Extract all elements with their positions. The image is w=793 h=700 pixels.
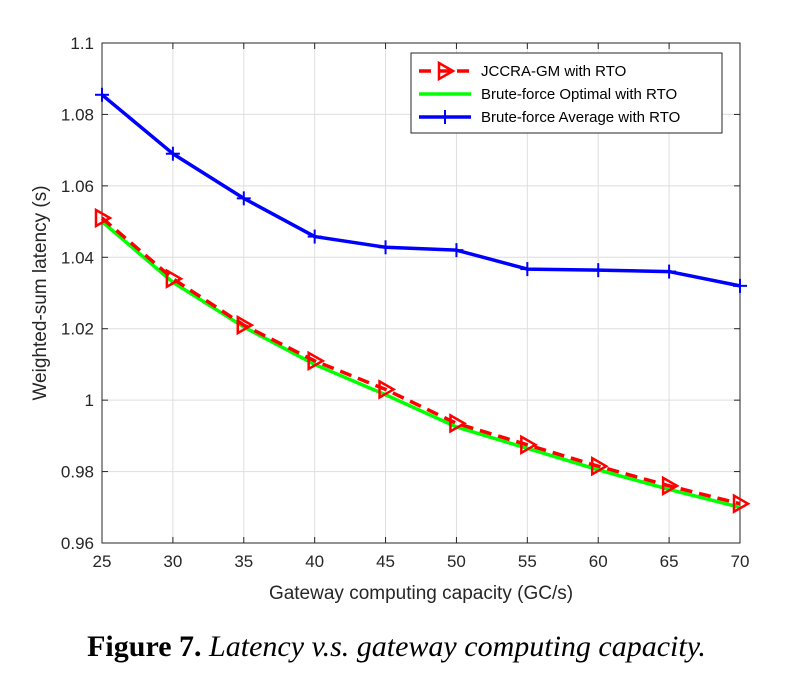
y-axis-tick-labels: 0.96 0.98 1 1.02 1.04 1.06 1.08 1.1 <box>61 34 94 553</box>
data-point-marker-triangle <box>520 434 538 455</box>
x-tick-label: 50 <box>447 552 466 571</box>
plot-area-frame <box>101 42 741 544</box>
data-point-marker-triangle <box>307 350 326 372</box>
legend-label: JCCRA-GM with RTO <box>481 63 626 80</box>
series-0 <box>94 207 751 514</box>
y-tick-label: 1.06 <box>61 177 94 196</box>
data-point-marker-triangle <box>590 456 609 477</box>
legend-label: Brute-force Average with RTO <box>481 109 680 126</box>
data-point-marker-triangle <box>236 314 255 336</box>
x-tick-label: 30 <box>163 552 182 571</box>
legend-item: Brute-force Optimal with RTO <box>419 86 677 103</box>
data-point-marker-triangle <box>437 60 456 82</box>
data-point-marker-triangle <box>732 493 751 514</box>
line-chart: 25 30 35 40 45 50 55 60 65 70 0.96 0.98 1 1.02 1.04 1.… <box>30 34 751 604</box>
x-tick-label: 35 <box>234 552 253 571</box>
x-tick-label: 25 <box>93 552 112 571</box>
x-axis-tick-labels: 25 30 35 40 45 50 55 60 65 70 <box>93 552 750 571</box>
series-line <box>100 220 741 509</box>
series-line <box>100 216 741 506</box>
caption-label: Figure 7. <box>87 630 202 663</box>
series-line <box>100 93 741 288</box>
x-tick-label: 45 <box>376 552 395 571</box>
y-tick-label: 1.04 <box>61 248 94 267</box>
y-tick-label: 1.08 <box>61 105 94 124</box>
x-tick-label: 55 <box>518 552 537 571</box>
data-point-marker-triangle <box>378 379 397 400</box>
caption-text: Latency v.s. gateway computing capacity. <box>209 630 706 663</box>
legend-item: Brute-force Average with RTO <box>419 109 680 126</box>
data-point-marker-triangle <box>94 207 113 229</box>
legend-item: JCCRA-GM with RTO <box>419 60 626 82</box>
y-tick-label: 0.98 <box>61 463 94 482</box>
y-tick-label: 1 <box>85 391 94 410</box>
data-point-marker-triangle <box>661 475 680 497</box>
x-tick-label: 70 <box>731 552 750 571</box>
data-point-marker-triangle <box>165 268 184 289</box>
x-tick-label: 65 <box>660 552 679 571</box>
x-tick-label: 40 <box>305 552 324 571</box>
y-tick-label: 0.96 <box>61 534 94 553</box>
x-tick-label: 60 <box>589 552 608 571</box>
y-axis-label: Weighted-sum latency (s) <box>30 185 51 400</box>
series-2 <box>95 87 747 293</box>
x-axis-label: Gateway computing capacity (GC/s) <box>269 583 573 604</box>
series-layer <box>94 87 751 514</box>
y-tick-label: 1.02 <box>61 320 94 339</box>
figure-caption: Figure 7. Latency v.s. gateway computing… <box>0 630 793 664</box>
legend: JCCRA-GM with RTO Brute-force Optimal wit… <box>410 52 723 134</box>
legend-items: JCCRA-GM with RTO Brute-force Optimal wit… <box>419 60 680 126</box>
data-point-marker-triangle <box>449 413 467 434</box>
series-1 <box>100 220 741 509</box>
y-tick-label: 1.1 <box>70 34 94 53</box>
legend-label: Brute-force Optimal with RTO <box>481 86 677 103</box>
axis-ticks <box>101 42 741 544</box>
